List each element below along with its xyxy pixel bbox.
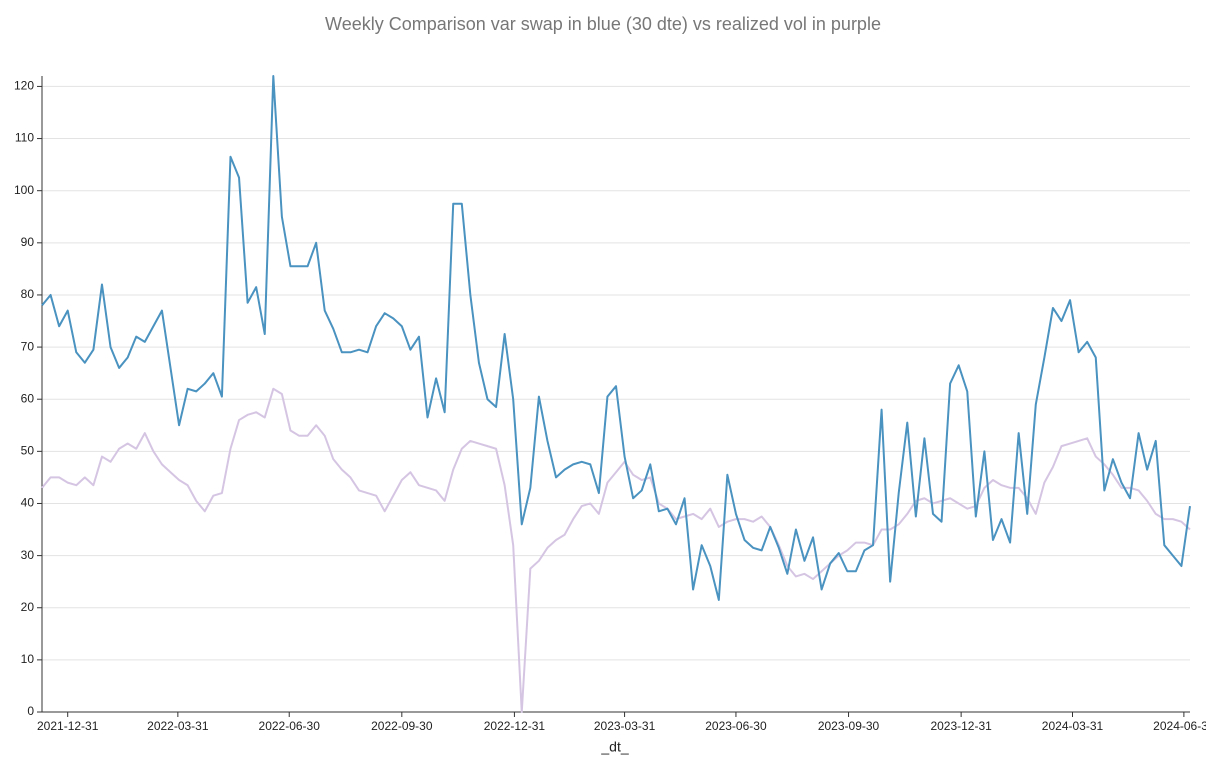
x-tick-label: 2021-12-31 <box>37 719 99 733</box>
x-axis-title: _dt_ <box>600 739 628 755</box>
y-tick-label: 20 <box>21 600 35 614</box>
y-tick-label: 100 <box>14 183 34 197</box>
y-tick-label: 30 <box>21 548 35 562</box>
y-tick-label: 120 <box>14 79 34 93</box>
y-tick-label: 10 <box>21 652 35 666</box>
y-tick-label: 50 <box>21 444 35 458</box>
x-tick-label: 2022-09-30 <box>371 719 433 733</box>
x-tick-label: 2024-03-31 <box>1042 719 1104 733</box>
x-tick-label: 2023-06-30 <box>705 719 767 733</box>
x-tick-label: 2023-12-31 <box>930 719 992 733</box>
series-line <box>41 75 1191 601</box>
y-tick-label: 110 <box>15 131 34 145</box>
y-tick-label: 40 <box>21 496 35 510</box>
series-line <box>41 387 1191 713</box>
x-tick-label: 2022-06-30 <box>259 719 321 733</box>
x-tick-label: 2024-06-30 <box>1153 719 1206 733</box>
x-tick-label: 2022-03-31 <box>147 719 209 733</box>
chart-title: Weekly Comparison var swap in blue (30 d… <box>325 14 881 34</box>
y-tick-label: 90 <box>21 235 35 249</box>
y-tick-label: 80 <box>21 287 35 301</box>
y-tick-label: 60 <box>21 391 35 405</box>
y-tick-label: 0 <box>27 704 34 718</box>
y-tick-label: 70 <box>21 339 35 353</box>
x-tick-label: 2022-12-31 <box>484 719 546 733</box>
x-tick-label: 2023-03-31 <box>594 719 656 733</box>
x-tick-label: 2023-09-30 <box>818 719 880 733</box>
